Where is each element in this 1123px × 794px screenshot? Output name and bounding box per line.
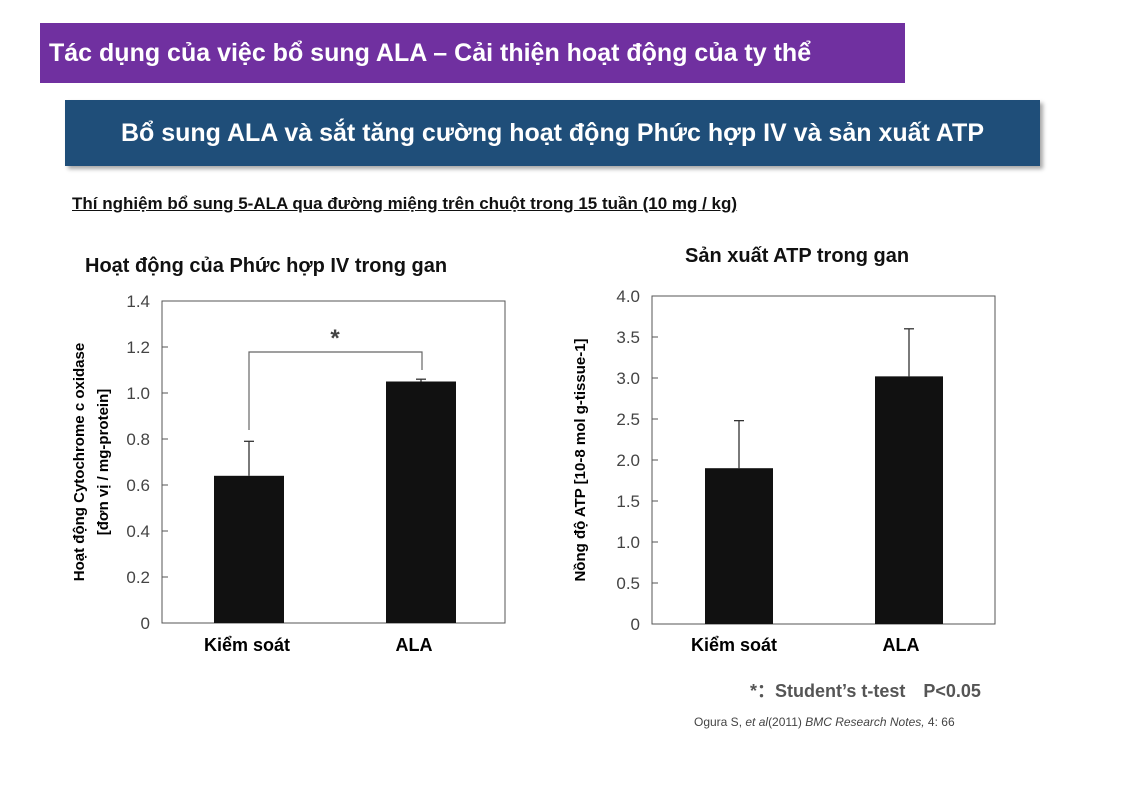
chart2-ytick-label: 0.5 <box>616 574 640 593</box>
chart2-bar <box>705 468 773 624</box>
chart1-ytick-label: 1.4 <box>126 292 150 311</box>
chart2-plot-frame <box>651 295 996 625</box>
chart1: 0 0.2 0.4 0.6 0.8 1.0 1.2 1.4 Hoạt động Cytochr… <box>71 292 506 655</box>
chart2-category-label: ALA <box>883 635 920 655</box>
slide-subtitle: Bổ sung ALA và sắt tăng cường hoạt động … <box>65 100 1040 166</box>
citation-etal: et al <box>745 715 769 729</box>
chart1-ytick-label: 0.4 <box>126 522 150 541</box>
chart2-ytick-label: 0 <box>631 615 640 634</box>
chart1-title: Hoạt động của Phức hợp IV trong gan <box>85 255 448 277</box>
chart1-ytick-label: 1.0 <box>126 384 150 403</box>
chart2-ylabel: Nồng độ ATP [10-8 mol g-tissue-1] <box>572 338 589 581</box>
chart2-bar <box>875 376 943 624</box>
chart2-ytick-label: 1.0 <box>616 533 640 552</box>
citation: Ogura S, et al(2011) BMC Research Notes,… <box>694 715 955 729</box>
citation-year: (2011) <box>768 715 802 729</box>
chart2-ytick-label: 1.5 <box>616 492 640 511</box>
significance-marker: * <box>330 325 340 352</box>
chart2-ytick-label: 3.0 <box>616 369 640 388</box>
chart1-ytick-label: 0.8 <box>126 430 150 449</box>
chart2: 0 0.5 1.0 1.5 2.0 2.5 3.0 3.5 4.0 Nồng độ ATP [1… <box>572 287 996 655</box>
chart1-ylabel-line2: [đơn vị / mg-protein] <box>95 389 112 535</box>
chart2-ytick-label: 2.5 <box>616 410 640 429</box>
citation-journal: BMC Research Notes, <box>805 715 925 729</box>
chart1-ytick-label: 0.2 <box>126 568 150 587</box>
chart1-plot-frame <box>161 300 506 624</box>
chart2-ytick-label: 2.0 <box>616 451 640 470</box>
experiment-description: Thí nghiệm bổ sung 5-ALA qua đường miệng… <box>72 194 738 213</box>
chart1-category-label: ALA <box>396 635 433 655</box>
citation-authors: Ogura S, <box>694 715 743 729</box>
chart1-ytick-label: 0 <box>141 614 150 633</box>
significance-footnote: *：Student’s t-test P<0.05 <box>750 681 981 701</box>
chart1-bar <box>386 381 456 623</box>
chart2-title: Sản xuất ATP trong gan <box>685 245 910 267</box>
significance-bracket <box>248 351 423 430</box>
chart1-ytick-label: 0.6 <box>126 476 150 495</box>
slide-title: Tác dụng của việc bổ sung ALA – Cải thiệ… <box>40 23 905 83</box>
chart2-category-label: Kiểm soát <box>691 635 777 655</box>
chart1-bar <box>214 475 284 623</box>
citation-issue: 4: 66 <box>927 715 955 729</box>
chart1-ytick-label: 1.2 <box>126 338 150 357</box>
chart2-ytick-label: 4.0 <box>616 287 640 306</box>
chart1-ylabel-line1: Hoạt động Cytochrome c oxidase <box>71 343 88 581</box>
chart1-category-label: Kiểm soát <box>204 635 290 655</box>
chart2-ytick-label: 3.5 <box>616 328 640 347</box>
